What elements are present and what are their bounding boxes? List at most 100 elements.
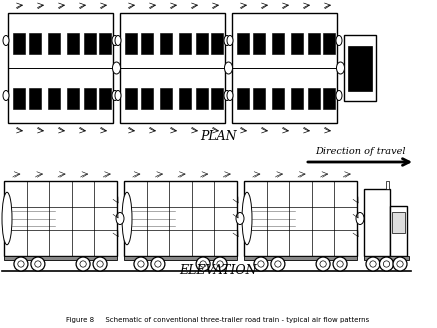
Circle shape (196, 257, 210, 271)
Ellipse shape (236, 213, 244, 224)
Bar (125, 88, 137, 109)
Circle shape (134, 257, 148, 271)
Bar (67, 88, 79, 109)
Ellipse shape (3, 91, 9, 100)
Ellipse shape (2, 192, 12, 245)
Circle shape (271, 257, 285, 271)
Circle shape (383, 261, 390, 267)
Circle shape (275, 261, 281, 267)
Circle shape (18, 261, 24, 267)
Ellipse shape (336, 91, 342, 100)
Bar (99, 33, 111, 54)
Ellipse shape (336, 35, 342, 46)
Bar (83, 88, 96, 109)
Circle shape (397, 261, 403, 267)
Circle shape (151, 257, 165, 271)
Bar (237, 88, 250, 109)
Bar (8, 13, 113, 123)
Circle shape (93, 257, 107, 271)
Bar (99, 88, 111, 109)
Ellipse shape (224, 91, 230, 100)
Bar (124, 181, 237, 256)
Ellipse shape (242, 192, 252, 245)
Bar (13, 33, 25, 54)
Circle shape (97, 261, 103, 267)
Ellipse shape (116, 213, 124, 224)
Bar (29, 33, 41, 54)
Bar (272, 88, 284, 109)
Bar (4, 256, 117, 260)
Circle shape (76, 257, 90, 271)
Circle shape (31, 257, 45, 271)
Bar (212, 33, 223, 54)
Bar (196, 88, 208, 109)
Bar (179, 88, 191, 109)
Bar (253, 33, 265, 54)
Bar (83, 33, 96, 54)
Ellipse shape (115, 35, 121, 46)
Bar (291, 88, 303, 109)
Circle shape (80, 261, 86, 267)
Circle shape (200, 261, 206, 267)
Ellipse shape (336, 62, 344, 74)
Bar (344, 35, 376, 101)
Bar (48, 88, 60, 109)
Ellipse shape (122, 192, 132, 245)
Circle shape (337, 261, 343, 267)
Bar (160, 88, 172, 109)
Bar (392, 213, 405, 233)
Text: ELEVATION: ELEVATION (179, 264, 257, 277)
Bar (308, 33, 320, 54)
Ellipse shape (115, 91, 121, 100)
Ellipse shape (3, 35, 9, 46)
Ellipse shape (227, 91, 233, 100)
Circle shape (217, 261, 223, 267)
Bar (244, 181, 357, 256)
Circle shape (258, 261, 264, 267)
Ellipse shape (227, 35, 233, 46)
Circle shape (320, 261, 326, 267)
Text: Figure 8     Schematic of conventional three-trailer road train - typical air fl: Figure 8 Schematic of conventional three… (66, 317, 370, 323)
Circle shape (379, 257, 393, 271)
Bar (29, 88, 41, 109)
Circle shape (14, 257, 28, 271)
Circle shape (155, 261, 161, 267)
Circle shape (370, 261, 376, 267)
Text: PLAN: PLAN (200, 130, 236, 142)
Bar (364, 189, 390, 256)
Bar (348, 46, 372, 91)
Bar (323, 33, 336, 54)
Bar (212, 88, 223, 109)
Bar (253, 88, 265, 109)
Bar (13, 88, 25, 109)
Bar (124, 256, 237, 260)
Ellipse shape (112, 91, 118, 100)
Circle shape (316, 257, 330, 271)
Bar (125, 33, 137, 54)
Bar (364, 256, 409, 260)
Circle shape (254, 257, 268, 271)
Bar (244, 256, 357, 260)
Circle shape (35, 261, 41, 267)
Circle shape (333, 257, 347, 271)
Bar (386, 181, 389, 189)
Bar (4, 181, 117, 256)
Text: Direction of travel: Direction of travel (315, 147, 405, 155)
Bar (67, 33, 79, 54)
Ellipse shape (112, 35, 118, 46)
Circle shape (138, 261, 144, 267)
Bar (308, 88, 320, 109)
Circle shape (393, 257, 407, 271)
Bar (237, 33, 250, 54)
Ellipse shape (356, 213, 364, 224)
Bar (390, 206, 407, 256)
Bar (323, 88, 336, 109)
Bar (141, 33, 153, 54)
Bar (160, 33, 172, 54)
Ellipse shape (224, 35, 230, 46)
Circle shape (366, 257, 380, 271)
Bar (196, 33, 208, 54)
Bar (120, 13, 225, 123)
Bar (179, 33, 191, 54)
Circle shape (213, 257, 227, 271)
